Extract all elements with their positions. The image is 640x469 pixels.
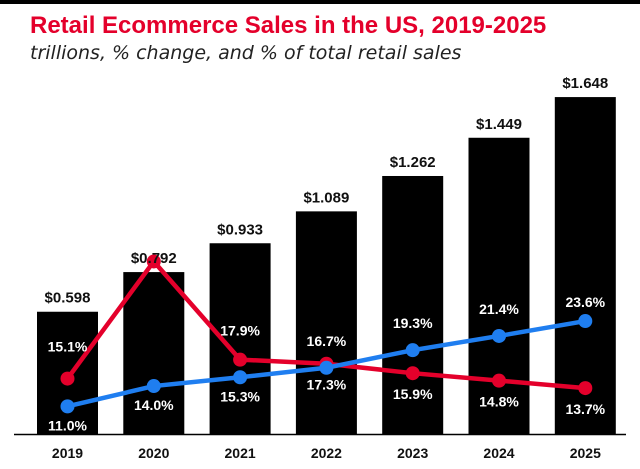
pct-change-point-2020 — [146, 254, 161, 269]
pct-change-label-2020: 32.4% — [134, 234, 174, 250]
pct-total-point-2021 — [233, 370, 248, 385]
pct-total-point-2019 — [60, 399, 75, 414]
pct-change-label-2019: 15.1% — [48, 339, 88, 355]
bar-2020 — [123, 272, 185, 434]
bar-2022 — [295, 211, 357, 434]
pct-total-label-2023: 19.3% — [393, 315, 433, 331]
x-tick-label-2022: 2022 — [311, 445, 342, 461]
x-axis: 2019 2020 2021 2022 2023 2024 2025 — [14, 433, 626, 461]
pct-change-point-2019 — [60, 371, 75, 386]
x-tick-label-2023: 2023 — [397, 445, 428, 461]
bar-value-label-2025: $1.648 — [562, 75, 608, 92]
pct-total-point-2025 — [578, 314, 593, 329]
pct-total-label-2024: 21.4% — [479, 301, 519, 317]
pct-total-label-2019: 11.0% — [48, 417, 87, 433]
bar-value-label-2023: $1.262 — [390, 154, 436, 171]
pct-change-point-2024 — [492, 373, 506, 388]
bar-value-label-2024: $1.449 — [476, 116, 522, 133]
bar-value-label-2022: $1.089 — [303, 189, 349, 206]
pct-change-label-2025: 13.7% — [565, 401, 605, 417]
bar-2025 — [554, 97, 616, 434]
top-rule — [0, 0, 640, 4]
x-tick-label-2021: 2021 — [225, 445, 256, 461]
pct-total-point-2022 — [319, 360, 334, 375]
pct-total-label-2025: 23.6% — [565, 294, 605, 310]
pct-change-point-2025 — [578, 381, 593, 396]
bar-value-label-2020: $0.792 — [131, 250, 177, 267]
pct-change-point-2021 — [233, 352, 248, 367]
labels-layer: $0.598 $0.792 $0.933 $1.089 $1.262 $1.449 $1.6… — [45, 75, 609, 433]
bar-value-label-2021: $0.933 — [217, 221, 263, 238]
chart-title: Retail Ecommerce Sales in the US, 2019-2… — [30, 12, 547, 39]
pct-change-label-2023: 15.9% — [393, 386, 433, 402]
bar-2024 — [468, 137, 530, 434]
pct-change-label-2022: 17.3% — [307, 377, 347, 393]
pct-total-point-2020 — [146, 379, 161, 394]
x-tick-label-2025: 2025 — [570, 445, 601, 461]
pct-total-label-2021: 15.3% — [220, 388, 260, 404]
bar-value-label-2019: $0.598 — [45, 290, 91, 307]
x-tick-label-2020: 2020 — [138, 445, 169, 461]
pct-total-label-2020: 14.0% — [134, 397, 174, 413]
pct-total-point-2024 — [492, 328, 506, 343]
pct-total-point-2023 — [405, 343, 420, 358]
bar-2023 — [382, 175, 444, 435]
pct-total-label-2022: 16.7% — [307, 333, 347, 349]
x-tick-label-2024: 2024 — [483, 445, 514, 461]
lines-layer — [60, 254, 593, 414]
x-tick-label-2019: 2019 — [52, 445, 83, 461]
pct-change-point-2023 — [405, 366, 420, 381]
chart-subtitle: trillions, % change, and % of total reta… — [30, 42, 462, 64]
pct-change-label-2024: 14.8% — [479, 394, 519, 410]
pct-change-label-2021: 17.9% — [220, 323, 260, 339]
